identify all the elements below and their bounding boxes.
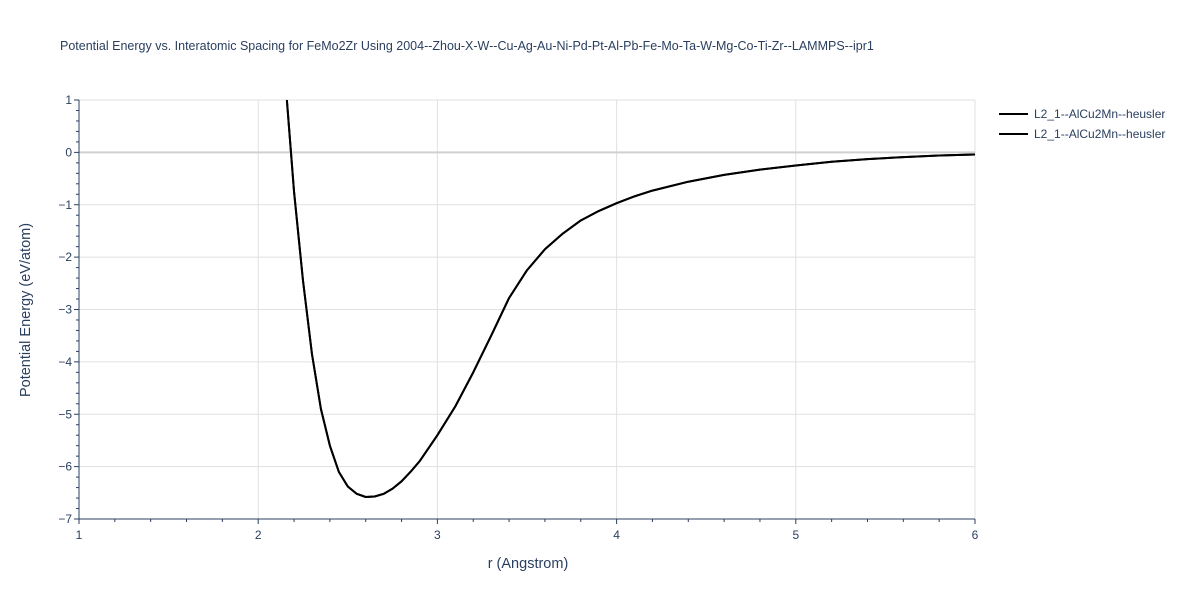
y-tick-label: 0: [65, 145, 72, 159]
x-tick-label: 2: [255, 528, 262, 542]
chart-title: Potential Energy vs. Interatomic Spacing…: [60, 39, 874, 53]
axes-layer: 1 2 3 4 5 6 1 0 −1 −2 −3 −4 −5 −6 −7: [58, 93, 978, 542]
y-tick-label: −5: [58, 407, 72, 421]
legend-label-2: L2_1--AlCu2Mn--heusler: [1034, 127, 1165, 141]
x-tick-label: 4: [613, 528, 620, 542]
legend: L2_1--AlCu2Mn--heusler L2_1--AlCu2Mn--heu…: [999, 107, 1165, 141]
x-tick-label: 5: [792, 528, 799, 542]
x-axis-title: r (Angstrom): [488, 556, 569, 572]
legend-label-1: L2_1--AlCu2Mn--heusler: [1034, 107, 1165, 121]
y-tick-label: −7: [58, 512, 72, 526]
x-tick-label: 6: [972, 528, 979, 542]
series-line-2: [285, 100, 975, 498]
y-tick-label: −1: [58, 198, 72, 212]
grid-layer: [79, 99, 976, 519]
y-tick-label: −4: [58, 355, 72, 369]
y-axis-title: Potential Energy (eV/atom): [18, 223, 34, 397]
series-layer: [285, 100, 975, 498]
y-tick-label: −6: [58, 460, 72, 474]
y-tick-label: −3: [58, 303, 72, 317]
y-tick-label: −2: [58, 250, 72, 264]
y-tick-label: 1: [65, 93, 72, 107]
x-tick-label: 3: [434, 528, 441, 542]
x-tick-label: 1: [76, 528, 83, 542]
